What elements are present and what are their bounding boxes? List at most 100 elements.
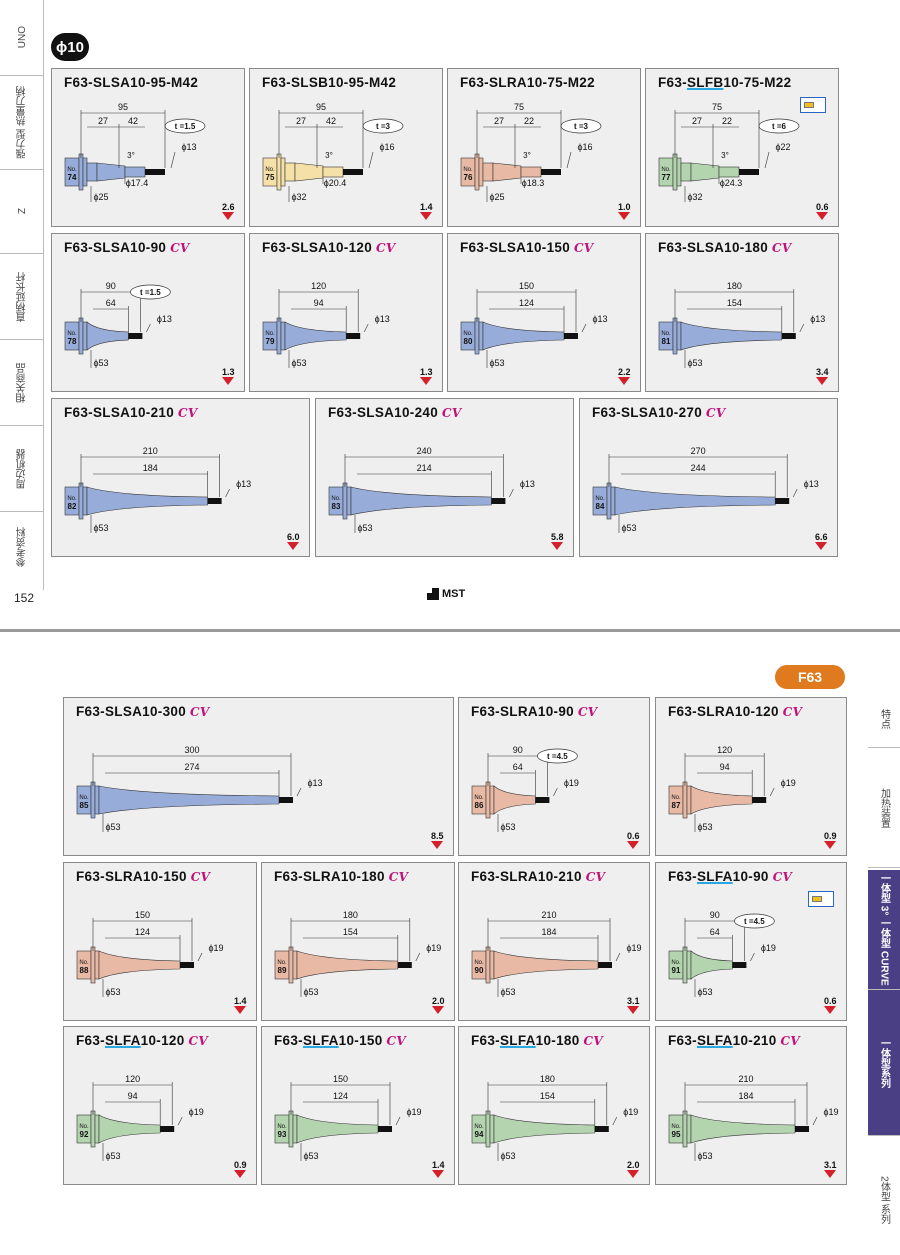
product-card[interactable]: F63-SLFA10-180 CV No. 94 180 154 ϕ19 ϕ53 2.0 [458,1026,650,1185]
down-arrow-icon [222,212,235,220]
down-arrow-icon [432,1006,445,1014]
diameter-label: ϕ19 [189,1107,204,1117]
collar [292,1114,298,1144]
cv-mark: CV [585,870,606,884]
product-card[interactable]: F63-SLSA10-210 CV No. 82 210 184 ϕ13 ϕ53 6.0 [51,398,310,557]
product-card[interactable]: F63-SLSA10-180 CV No. 81 180 154 ϕ13 ϕ53 3.4 [645,233,839,392]
weight-value: 2.0 [432,996,445,1006]
sidebar-label: 直柄延长杆 [16,271,28,322]
product-card[interactable]: F63-SLFA10-210 CV No. 95 210 184 ϕ19 ϕ53 3.1 [655,1026,847,1185]
tool-body [493,950,599,980]
sidebar-item-heating[interactable]: 加热装置 [868,748,900,868]
diameter-label: ϕ16 [379,142,394,152]
product-card[interactable]: F63-SLRA10-90 CV No. 86 90 64 ϕ19 ϕ53 t =4.5 0.6 [458,697,650,856]
sidebar-label: 一体型系列 [878,1037,890,1088]
product-card[interactable]: F63-SLSA10-90 CV No. 78 90 64 ϕ13 ϕ53 t =1.5 1.3 [51,233,245,392]
product-code-part: SLSA10-270 [620,405,703,420]
product-card[interactable]: F63-SLFA10-90 CV No. 91 90 64 ϕ19 ϕ53 t =4.5 0.6 [655,862,847,1021]
product-card[interactable]: F63-SLSA10-240 CV No. 83 240 214 ϕ13 ϕ53 5.8 [315,398,574,557]
diameter-label: ϕ25 [489,192,504,202]
product-card[interactable]: F63-SLRA10-120 CV No. 87 120 94 ϕ19 ϕ53 0.9 [655,697,847,856]
product-card[interactable]: F63-SLSA10-270 CV No. 84 270 244 ϕ13 ϕ53 6.6 [579,398,838,557]
product-card[interactable]: F63-SLFA10-120 CV No. 92 120 94 ϕ19 ϕ53 0.9 [63,1026,257,1185]
product-card[interactable]: F63-SLRA10-75-M22 No. 76 75 27 22 3° ϕ18.3 ϕ16 ϕ2… [447,68,641,227]
product-card[interactable]: F63-SLRA10-180 CV No. 89 180 154 ϕ19 ϕ53 2.0 [261,862,455,1021]
sidebar-item-uno[interactable]: UNO [0,0,44,76]
product-code: F63-SLRA10-90 CV [471,704,597,719]
no-label: No. [277,1124,287,1130]
product-code-part: SLFA [696,1033,733,1048]
weight-indicator: 1.3 [420,367,433,385]
no-label: No. [79,795,89,801]
product-code: F63-SLSA10-90 CV [64,240,190,255]
product-card[interactable]: F63-SLRA10-210 CV No. 90 210 184 ϕ19 ϕ53 3.1 [458,862,650,1021]
collar [610,486,616,516]
product-card[interactable]: F63-SLFA10-150 CV No. 93 150 124 ϕ19 ϕ53 1.4 [261,1026,455,1185]
sidebar-item-peripheral[interactable]: 周边机器 [0,426,44,512]
sidebar-item-extension[interactable]: 直柄延长杆 [0,254,44,340]
diameter-label: ϕ13 [592,314,607,324]
collar [78,153,84,191]
tool-drawing: No.76 75 27 22 3° ϕ18.3 ϕ16 ϕ25 t =3 [460,102,602,202]
diameter-label: ϕ53 [105,822,120,832]
sidebar-item-reference[interactable]: 参考资料 [0,512,44,582]
product-code: F63-SLFA10-90 CV [668,869,792,884]
product-card[interactable]: F63-SLSA10-300 CV No. 85 300 274 ϕ13 ϕ53 8.5 [63,697,454,856]
diameter-label: ϕ18.3 [522,178,545,188]
length-label: 210 [738,1074,753,1084]
diameter-label: ϕ19 [781,778,796,788]
sidebar-item-two-piece[interactable]: 2体型 系列 [868,1160,900,1240]
angle-label: 3° [721,151,729,160]
diameter-label: ϕ53 [303,1151,318,1161]
product-number: 77 [662,173,671,182]
product-card[interactable]: F63-SLSA10-95-M42 No. 74 95 27 42 3° ϕ17.4 ϕ13 ϕ2… [51,68,245,227]
length-label: 154 [540,1091,555,1101]
no-label: No. [474,960,484,966]
down-arrow-icon [627,1170,640,1178]
collar [686,950,692,980]
product-card[interactable]: F63-SLRA10-150 CV No. 88 150 124 ϕ19 ϕ53 1.4 [63,862,257,1021]
collar [676,321,682,351]
product-card[interactable]: F63-SLSA10-120 CV No. 79 120 94 ϕ13 ϕ53 1.3 [249,233,443,392]
product-code-part: SLSA10-95-M42 [92,75,199,90]
no-label: No. [463,331,473,337]
right-sidebar: 特点 加热装置 一体型 3° 一体型 CURVE 一体型系列 2体型 系列 [868,690,900,1255]
product-code-part: F63- [668,869,697,884]
leader-line [170,151,176,169]
diameter-label: ϕ53 [621,523,636,533]
leader-line [799,323,805,333]
product-card[interactable]: F63-SLSA10-150 CV No. 80 150 124 ϕ13 ϕ53 2.2 [447,233,641,392]
cv-mark: CV [772,241,792,255]
product-card[interactable]: F63-SLSB10-95-M42 No. 75 95 27 42 3° ϕ20.4 ϕ16 ϕ3… [249,68,443,227]
sidebar-item-one-piece-curve[interactable]: 一体型 3° 一体型 CURVE [868,870,900,990]
tool-body [492,162,522,182]
sidebar-item-one-piece-series[interactable]: 一体型系列 [868,990,900,1136]
tool-body [493,1114,596,1144]
no-label: No. [661,331,671,337]
product-code-part: 10-210 [732,1033,777,1048]
weight-indicator: 0.9 [234,1160,247,1178]
weight-value: 0.9 [824,831,837,841]
product-code-part: SLSB10-95-M42 [290,75,397,90]
diameter-label: ϕ32 [291,192,306,202]
sidebar-item-power[interactable]: 强力型 热量刀柄 [0,76,44,170]
sidebar-item-z[interactable]: Z [0,170,44,254]
product-card[interactable]: F63-SLFB10-75-M22 No. 77 75 27 22 3° ϕ24.3 ϕ22 ϕ3… [645,68,839,227]
collar [342,482,348,520]
angle-label: 3° [523,151,531,160]
product-code-part: SLRA10-75-M22 [488,75,595,90]
sidebar-item-related[interactable]: 相关商品 [0,340,44,426]
tool-body [86,162,98,182]
sidebar-label: 特点 [878,708,890,729]
sidebar-item-features[interactable]: 特点 [868,690,900,748]
cv-mark: CV [772,870,793,884]
weight-value: 1.0 [618,202,631,212]
length-label: 184 [738,1091,753,1101]
tool-body [98,950,181,980]
product-code-part: SLFB [686,75,724,90]
product-number: 93 [278,1130,287,1139]
tool-tip-icon [804,102,814,108]
product-code-part: F63- [460,75,489,90]
leader-line [225,488,230,498]
length-label: 42 [128,116,138,126]
